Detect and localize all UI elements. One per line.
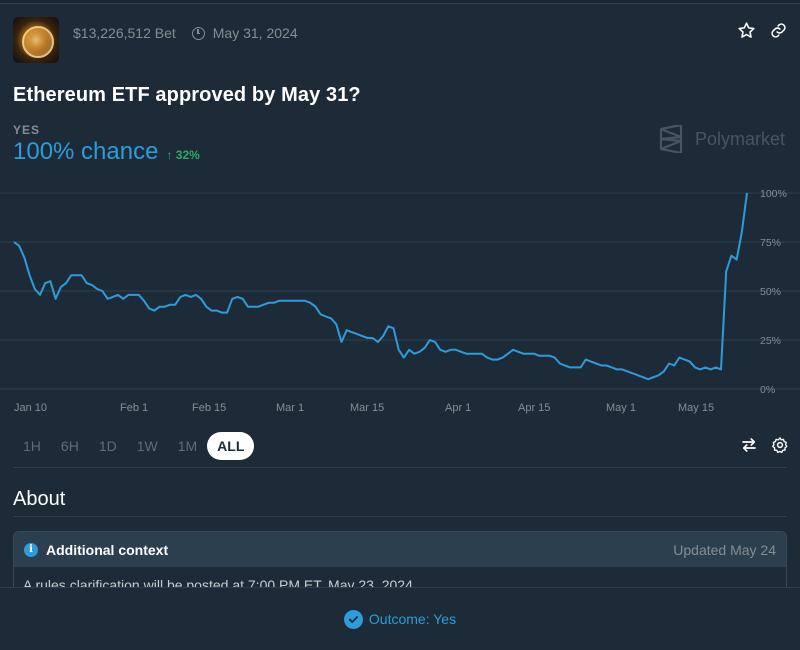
timeframe-selector: 1H 6H 1D 1W 1M ALL	[13, 432, 255, 460]
brand-watermark: Polymarket	[659, 125, 785, 153]
polymarket-logo-icon	[659, 125, 683, 153]
market-header: $13,226,512 Bet May 31, 2024	[13, 17, 787, 63]
swap-arrows-icon[interactable]	[740, 436, 758, 459]
end-date-text: May 31, 2024	[212, 25, 298, 41]
volume-text: $13,226,512 Bet	[73, 25, 176, 41]
outcome-text: Outcome: Yes	[368, 611, 457, 627]
brand-name: Polymarket	[694, 128, 785, 149]
market-avatar	[13, 17, 59, 63]
x-tick-label: Feb 15	[192, 402, 226, 414]
x-tick-label: Apr 1	[445, 402, 471, 414]
timeframe-6h[interactable]: 6H	[60, 438, 79, 454]
about-heading: About	[13, 488, 66, 510]
link-icon[interactable]	[770, 22, 787, 39]
x-tick-label: Mar 15	[350, 402, 384, 414]
price-chart[interactable]: 0% 25% 50% 75% 100% Jan 10 Feb 1 Feb 15 Mar 1 Mar…	[0, 183, 800, 418]
chance-text: 100% chance	[13, 138, 159, 165]
market-title: Ethereum ETF approved by May 31?	[13, 84, 361, 106]
timeframe-1m[interactable]: 1M	[177, 438, 198, 454]
x-tick-label: Apr 15	[518, 402, 550, 414]
y-tick-label: 25%	[760, 335, 781, 347]
market-meta: $13,226,512 Bet May 31, 2024	[73, 25, 298, 41]
x-tick-label: Mar 1	[276, 402, 304, 414]
chance-delta: ↑ 32%	[166, 148, 200, 162]
context-updated: Updated May 24	[673, 541, 776, 558]
x-tick-label: May 15	[678, 402, 714, 414]
top-border	[0, 0, 800, 4]
gear-icon[interactable]	[771, 436, 789, 459]
timeframe-all[interactable]: ALL	[207, 432, 255, 460]
info-icon: i	[24, 542, 38, 557]
context-label: Additional context	[46, 541, 169, 558]
timeframe-1w[interactable]: 1W	[136, 438, 158, 454]
chance-display: 100% chance ↑ 32%	[13, 138, 200, 166]
outcome-label: YES	[13, 123, 41, 137]
star-icon[interactable]	[737, 21, 756, 40]
divider	[13, 516, 787, 517]
x-tick-label: May 1	[606, 402, 636, 414]
x-tick-label: Jan 10	[14, 402, 47, 414]
x-tick-label: Feb 1	[120, 402, 148, 414]
y-tick-label: 50%	[760, 286, 781, 298]
check-circle-icon	[343, 609, 363, 629]
timeframe-1d[interactable]: 1D	[98, 438, 117, 454]
y-tick-label: 0%	[760, 384, 775, 396]
y-tick-label: 100%	[760, 188, 787, 200]
divider	[13, 467, 787, 468]
y-tick-label: 75%	[760, 237, 781, 249]
clock-icon	[191, 26, 205, 40]
additional-context-panel: i Additional context Updated May 24 A ru…	[13, 531, 787, 601]
context-header[interactable]: i Additional context Updated May 24	[14, 532, 786, 567]
series-line-yes	[13, 192, 748, 381]
outcome-footer: Outcome: Yes	[0, 587, 800, 650]
timeframe-1h[interactable]: 1H	[23, 438, 41, 454]
